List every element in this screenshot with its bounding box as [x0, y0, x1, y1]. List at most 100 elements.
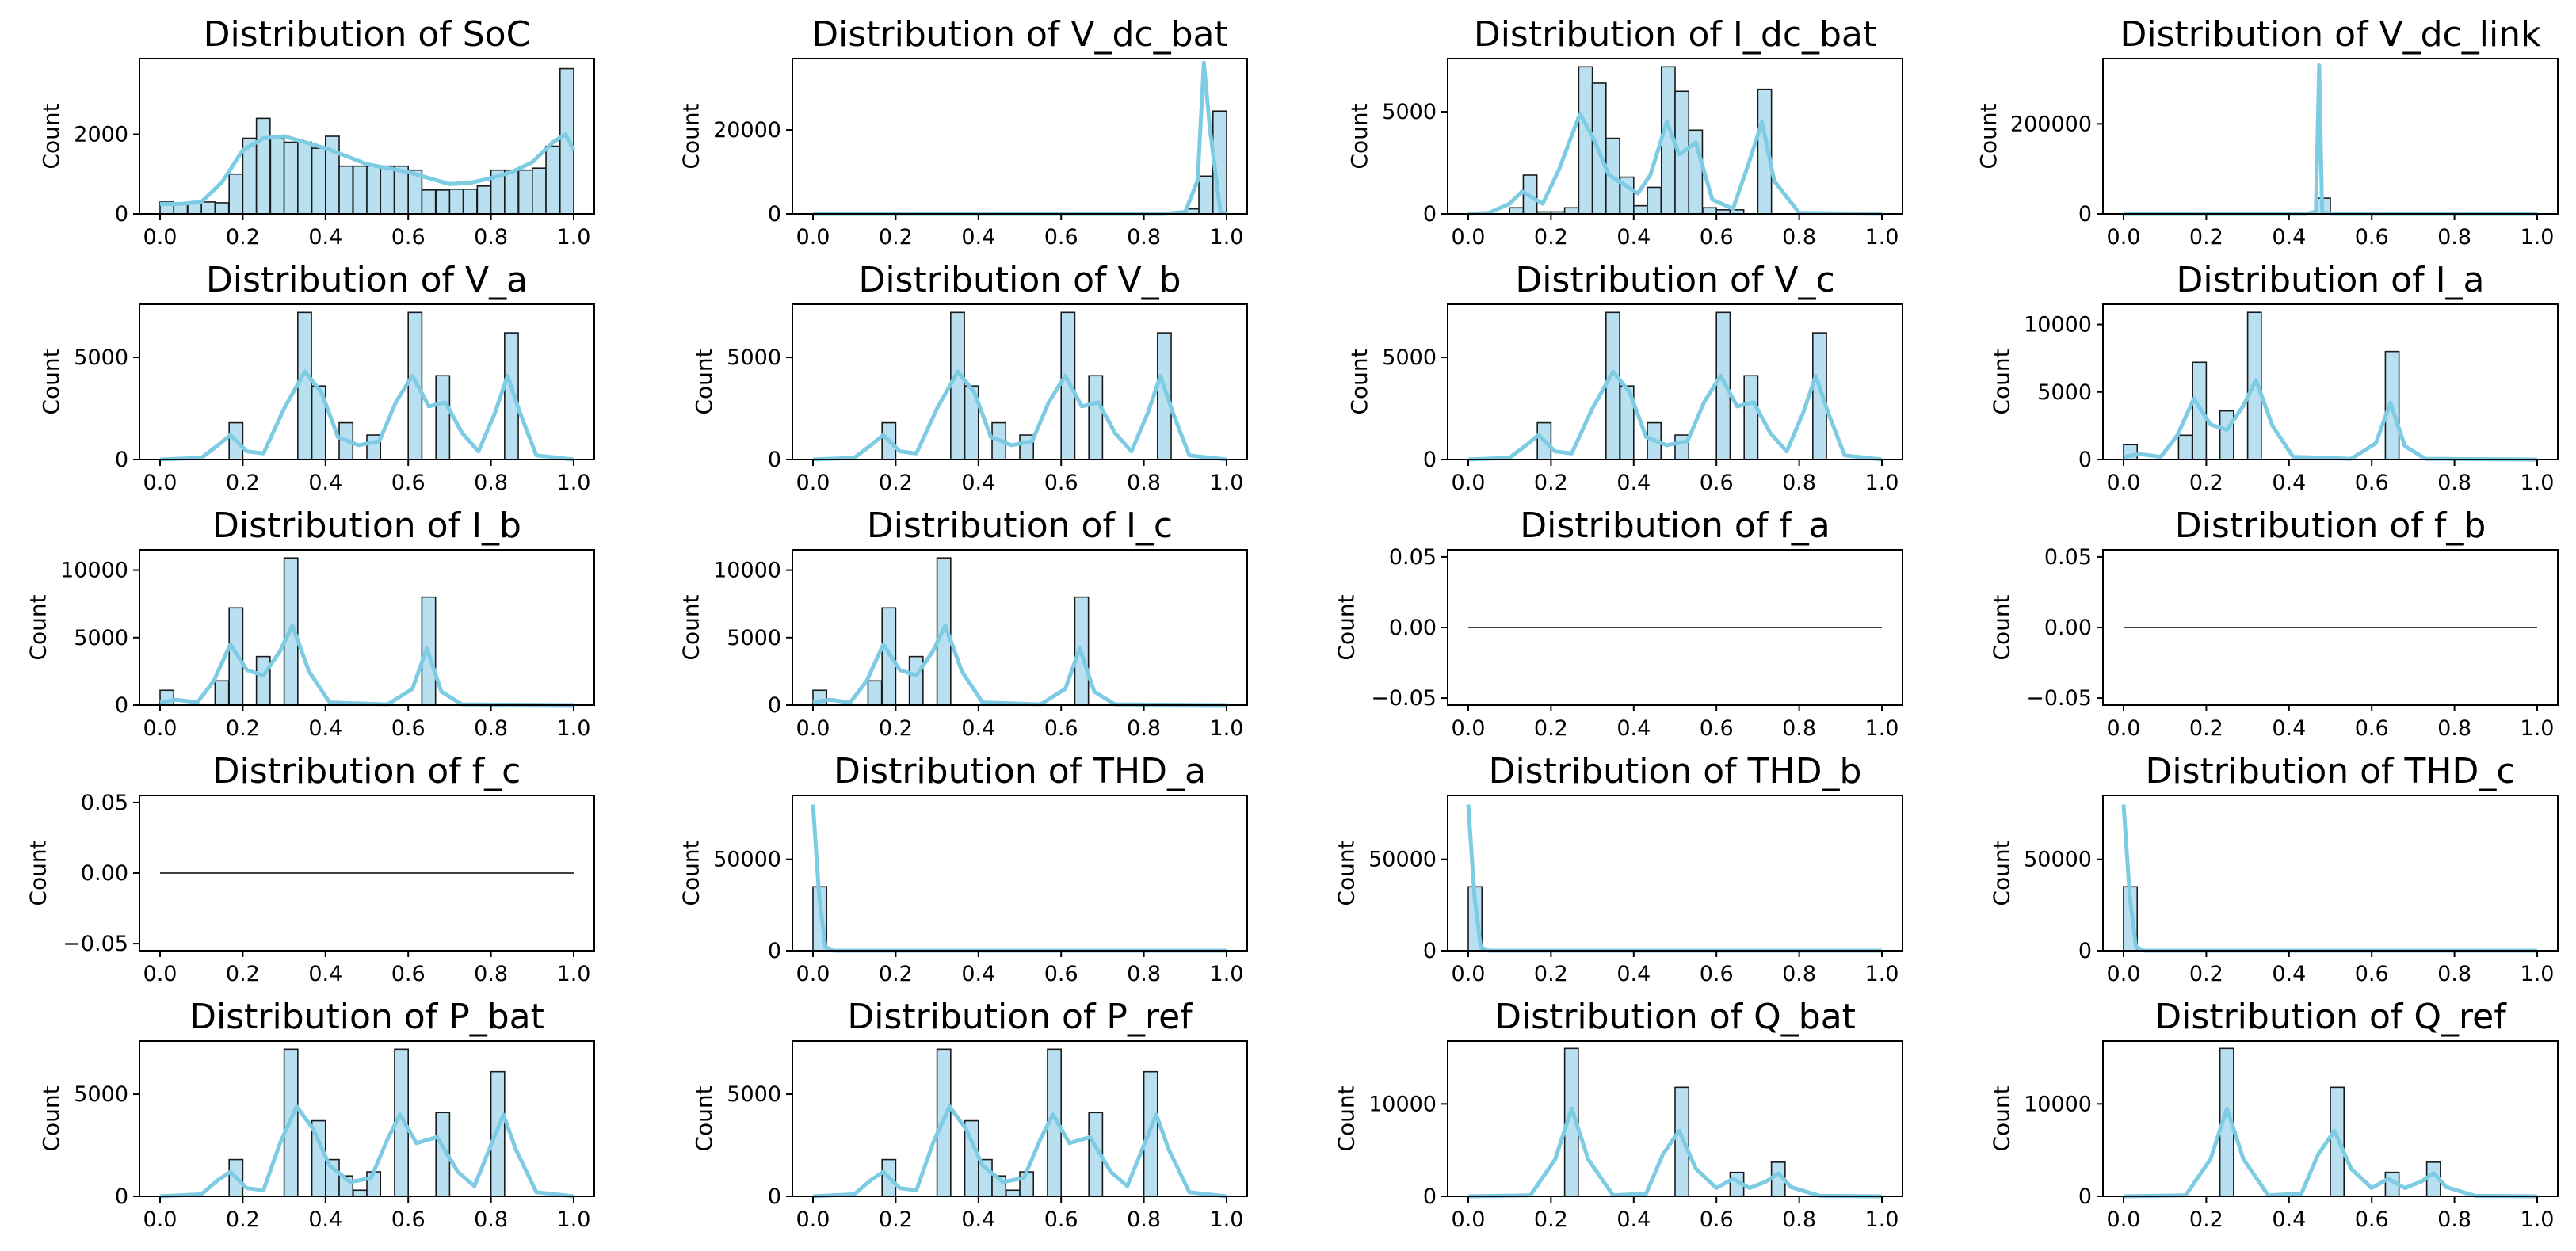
y-axis-label: Count — [1346, 349, 1372, 414]
panel-title: Distribution of V_dc_link — [2120, 14, 2541, 55]
x-tick-label: 0.4 — [1616, 471, 1651, 495]
y-tick-label: 0 — [768, 202, 781, 227]
x-tick-label: 0.2 — [226, 716, 260, 741]
histogram-bar — [435, 375, 451, 460]
histogram-bar — [867, 680, 883, 706]
x-tick-label: 0.6 — [391, 962, 426, 986]
y-tick-label: 50000 — [2024, 848, 2092, 872]
x-tick-label: 1.0 — [1865, 471, 1899, 495]
x-tick-label: 0.2 — [879, 716, 913, 741]
x-tick-label: 0.2 — [2189, 962, 2223, 986]
kde-curve — [812, 369, 1227, 462]
y-tick-label: 5000 — [1382, 345, 1437, 370]
y-tick-label: −0.05 — [2026, 686, 2092, 711]
kde-curve — [1466, 804, 1882, 953]
x-tick-label: 0.0 — [2107, 471, 2141, 495]
axes-frame — [1447, 1040, 1903, 1197]
histogram-bar — [1578, 66, 1593, 215]
histogram-panel: 0.0 0.2 0.4 0.6 0.8 1.0 0 5000 10000 Count Distrib… — [1989, 260, 2559, 495]
y-tick-label: 5000 — [727, 1082, 781, 1107]
kde-curve — [1467, 1106, 1883, 1199]
histogram-bar — [1633, 204, 1648, 215]
kde-curve — [159, 623, 574, 708]
axes-frame — [139, 58, 595, 215]
x-tick-label: 0.0 — [796, 471, 830, 495]
kde-curve — [2123, 1106, 2538, 1199]
y-tick-label: 0 — [2078, 939, 2092, 963]
x-tick-label: 0.4 — [308, 962, 342, 986]
y-axis-label: Count — [691, 1085, 717, 1151]
x-tick-label: 0.6 — [1700, 962, 1734, 986]
x-tick-label: 0.6 — [2355, 716, 2389, 741]
x-tick-label: 0.2 — [1534, 225, 1568, 250]
y-tick-label: 0.00 — [81, 861, 128, 886]
axes-frame — [2102, 303, 2559, 460]
x-tick-label: 0.8 — [1127, 225, 1161, 250]
axes-frame — [792, 549, 1248, 706]
x-tick-label: 1.0 — [1210, 225, 1244, 250]
y-tick-label: 5000 — [74, 1082, 128, 1107]
histogram-panel: 0.0 0.2 0.4 0.6 0.8 1.0 −0.05 0.00 0.05 Count Dist… — [25, 751, 595, 986]
x-tick-label: 1.0 — [1865, 1207, 1899, 1232]
x-tick-label: 1.0 — [1865, 716, 1899, 741]
x-tick-label: 0.4 — [308, 716, 342, 741]
x-tick-label: 0.6 — [2355, 471, 2389, 495]
x-tick-label: 1.0 — [557, 225, 591, 250]
x-tick-label: 0.6 — [1700, 1207, 1734, 1232]
axes-frame — [792, 795, 1248, 952]
y-tick-label: 10000 — [1368, 1092, 1437, 1116]
x-tick-label: 0.0 — [143, 1207, 177, 1232]
y-axis-label: Count — [1334, 840, 1360, 906]
histogram-bar — [1198, 175, 1214, 215]
y-tick-label: 0 — [115, 693, 128, 718]
x-tick-label: 1.0 — [2521, 716, 2555, 741]
y-tick-label: 0.00 — [2044, 616, 2092, 640]
x-tick-label: 0.4 — [961, 225, 995, 250]
y-tick-label: 10000 — [713, 559, 781, 583]
x-tick-label: 0.0 — [796, 225, 830, 250]
x-tick-label: 0.2 — [2189, 716, 2223, 741]
x-tick-label: 1.0 — [2521, 225, 2555, 250]
x-tick-label: 0.2 — [226, 1207, 260, 1232]
histogram-bar — [366, 165, 382, 215]
x-tick-label: 1.0 — [557, 962, 591, 986]
x-tick-label: 0.6 — [391, 471, 426, 495]
y-tick-label: 0 — [768, 1184, 781, 1209]
x-tick-label: 0.6 — [391, 1207, 426, 1232]
y-axis-label: Count — [1989, 349, 2015, 414]
histogram-bar — [1647, 186, 1662, 215]
x-tick-label: 1.0 — [1210, 471, 1244, 495]
x-tick-label: 1.0 — [1210, 716, 1244, 741]
y-tick-label: 0 — [115, 448, 128, 472]
panel-title: Distribution of I_b — [212, 505, 521, 546]
histogram-panel: 0.0 0.2 0.4 0.6 0.8 1.0 0 5000 Count Distribution… — [1346, 14, 1903, 250]
histogram-panel: 0.0 0.2 0.4 0.6 0.8 1.0 0 5000 Count Distribution… — [691, 997, 1248, 1232]
x-tick-label: 0.8 — [474, 962, 508, 986]
kde-curve — [160, 132, 576, 206]
x-tick-label: 0.4 — [961, 471, 995, 495]
histogram-panel: 0.0 0.2 0.4 0.6 0.8 1.0 0 5000 Count Distribution… — [38, 997, 595, 1232]
x-tick-label: 0.0 — [796, 716, 830, 741]
x-tick-label: 0.4 — [2272, 471, 2306, 495]
histogram-bar — [1743, 375, 1759, 460]
x-tick-label: 0.4 — [1616, 1207, 1651, 1232]
panel-title: Distribution of P_ref — [847, 997, 1193, 1037]
y-axis-label: Count — [691, 349, 717, 414]
x-tick-label: 0.4 — [961, 962, 995, 986]
y-tick-label: 50000 — [713, 848, 781, 872]
kde-curve — [2121, 804, 2537, 953]
x-tick-label: 0.2 — [879, 225, 913, 250]
histogram-bar — [352, 165, 368, 215]
kde-curve — [1467, 369, 1883, 462]
y-tick-label: −0.05 — [63, 932, 128, 956]
x-tick-label: 0.0 — [796, 1207, 830, 1232]
x-tick-label: 0.0 — [1452, 471, 1486, 495]
histogram-bar — [1702, 207, 1718, 215]
histogram-bar — [297, 311, 312, 460]
histogram-bar — [255, 655, 271, 706]
histogram-bar — [214, 202, 230, 215]
x-tick-label: 0.4 — [1616, 716, 1651, 741]
x-tick-label: 1.0 — [557, 471, 591, 495]
histogram-panel: 0.0 0.2 0.4 0.6 0.8 1.0 0 5000 10000 Count Distrib… — [678, 505, 1248, 741]
